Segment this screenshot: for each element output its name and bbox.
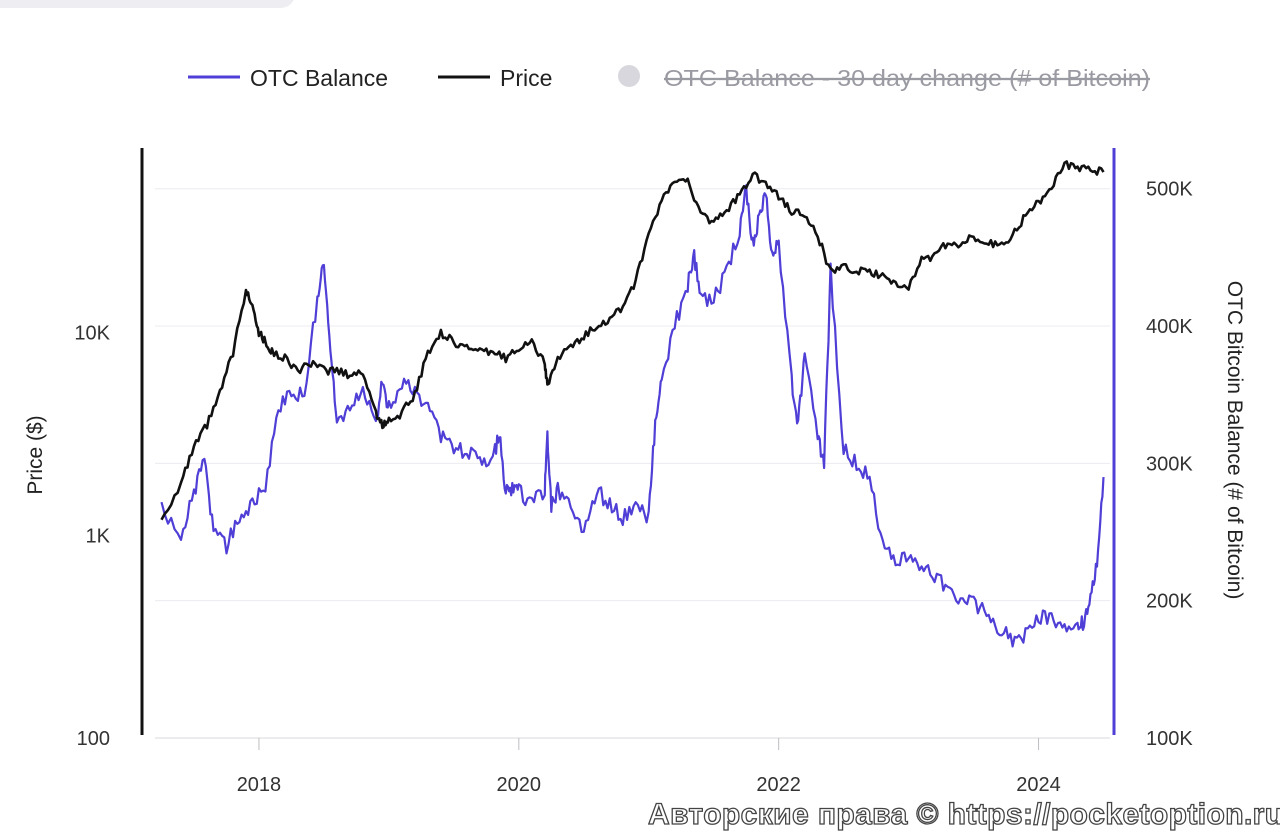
- chart: OTC Balance Price OTC Balance - 30 day c…: [24, 65, 1246, 796]
- right-axis-title: OTC Bitcoin Balance (# of Bitcoin): [1223, 281, 1246, 600]
- legend-dot-otc-30day: [618, 65, 640, 87]
- left-tick-label: 100: [77, 728, 110, 750]
- left-tick-label: 10K: [74, 323, 110, 345]
- legend-label-otc-30day: OTC Balance - 30 day change (# of Bitcoi…: [664, 65, 1150, 91]
- right-axis: 100K 200K 300K 400K 500K: [1112, 148, 1193, 750]
- top-tab-fragment: [0, 0, 295, 8]
- right-tick-label: 300K: [1146, 453, 1193, 475]
- legend-label-otc-balance: OTC Balance: [250, 65, 388, 91]
- watermark: Авторские права © https://pocketoption.r…: [648, 798, 1280, 832]
- left-axis: 100 1K 10K: [74, 148, 144, 750]
- x-axis: 2018 2020 2022 2024: [155, 737, 1110, 796]
- legend-item-otc-balance[interactable]: OTC Balance: [188, 65, 388, 91]
- gridlines: [155, 188, 1110, 602]
- right-tick-label: 400K: [1146, 316, 1193, 338]
- series-line-otc-balance: [160, 184, 1105, 648]
- x-tick-label: 2018: [237, 774, 282, 796]
- right-tick-label: 100K: [1146, 728, 1193, 750]
- x-tick-label: 2020: [497, 774, 542, 796]
- x-tick-label: 2024: [1016, 774, 1061, 796]
- legend: OTC Balance Price OTC Balance - 30 day c…: [188, 65, 1150, 91]
- legend-item-price[interactable]: Price: [438, 65, 552, 91]
- right-tick-label: 500K: [1146, 179, 1193, 201]
- legend-label-price: Price: [500, 65, 552, 91]
- series-line-price: [160, 160, 1105, 521]
- series-layer: [160, 160, 1105, 648]
- right-tick-label: 200K: [1146, 591, 1193, 613]
- left-tick-label: 1K: [86, 525, 111, 547]
- legend-item-otc-30day[interactable]: OTC Balance - 30 day change (# of Bitcoi…: [618, 65, 1150, 91]
- left-axis-title: Price ($): [24, 415, 47, 494]
- x-tick-label: 2022: [756, 774, 801, 796]
